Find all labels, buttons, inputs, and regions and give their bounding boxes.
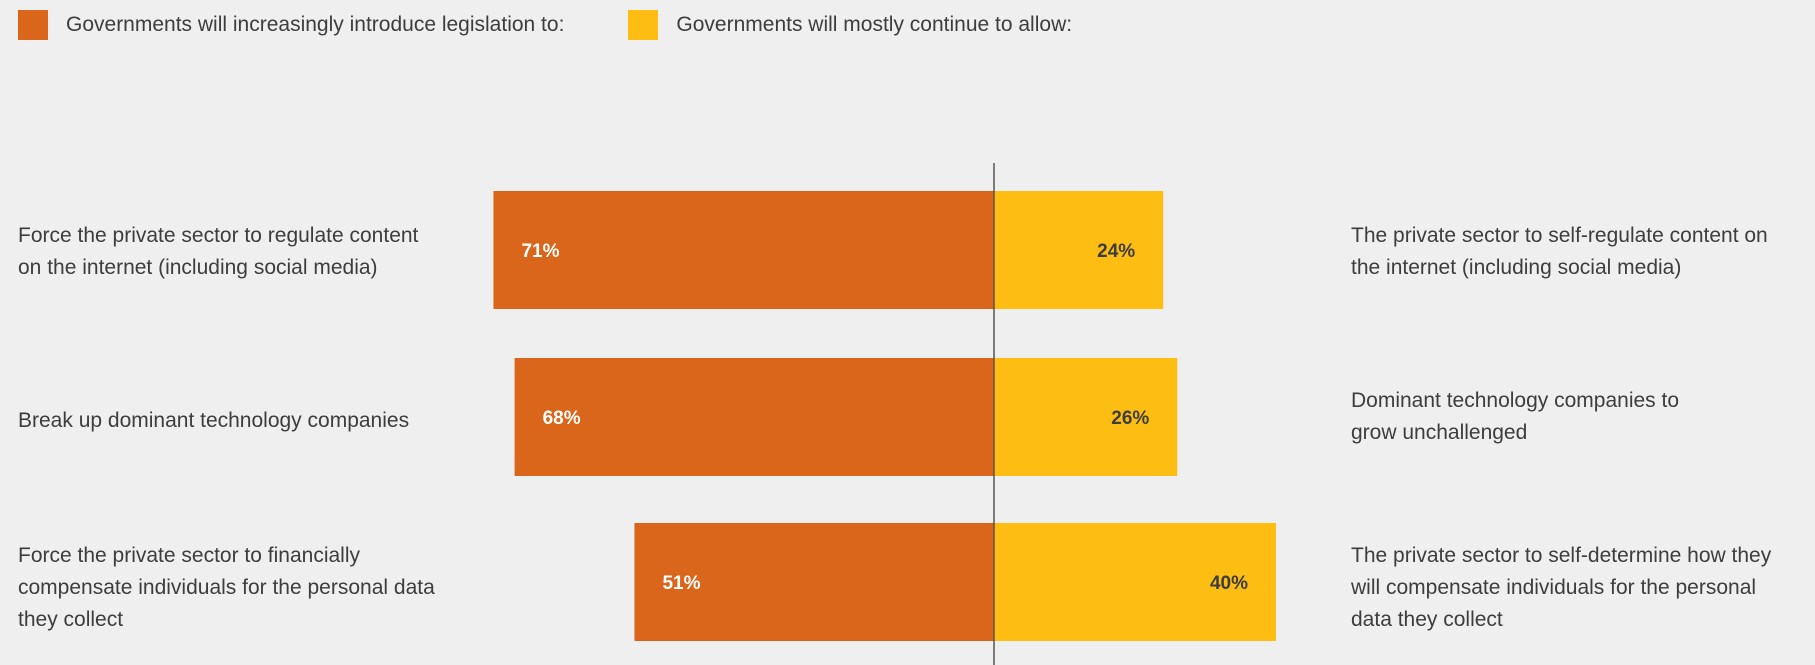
data-label-legislation: 51%: [662, 573, 700, 594]
legend-swatch-allow: [628, 10, 659, 40]
bar-allow: [994, 358, 1178, 476]
category-left-label: Force the private sector to regulate con…: [18, 224, 419, 279]
bar-legislation: [493, 191, 994, 309]
legend-swatch-legislation: [18, 10, 48, 40]
legend-item-legislation: Governments will increasingly introduce …: [18, 10, 564, 40]
legend: Governments will increasingly introduce …: [18, 10, 1136, 40]
data-label-allow: 24%: [1097, 241, 1135, 262]
data-label-allow: 26%: [1111, 408, 1149, 429]
legend-label-allow: Governments will mostly continue to allo…: [676, 13, 1073, 36]
data-label-legislation: 68%: [543, 408, 581, 429]
category-left-label: Break up dominant technology companies: [18, 409, 410, 432]
legend-item-allow: Governments will mostly continue to allo…: [628, 10, 1072, 40]
data-label-legislation: 71%: [521, 241, 559, 262]
bar-legislation: [634, 523, 994, 641]
category-right-label: The private sector to self-determine how…: [1351, 544, 1772, 631]
data-label-allow: 40%: [1210, 573, 1248, 594]
category-right-label: Dominant technology companies to grow un…: [1351, 389, 1680, 444]
bar-allow: [994, 191, 1164, 309]
bar-legislation: [514, 358, 994, 476]
legend-label-legislation: Governments will increasingly introduce …: [66, 13, 565, 36]
bar-allow: [994, 523, 1276, 641]
category-right-label: The private sector to self-regulate cont…: [1351, 224, 1768, 279]
category-left-label: Force the private sector to financially …: [18, 544, 435, 631]
